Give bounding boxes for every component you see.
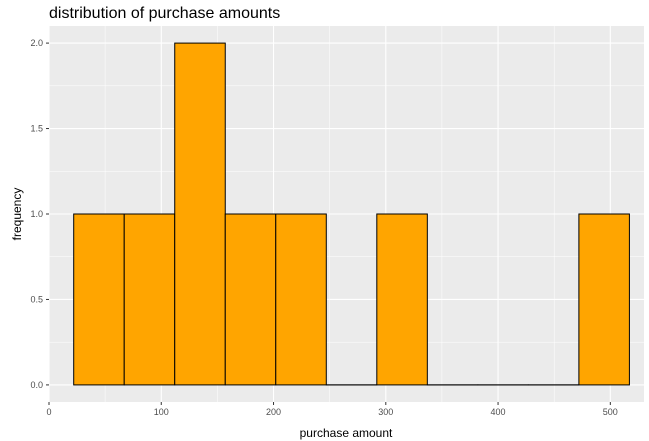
histogram-bar [376, 213, 428, 386]
chart-title: distribution of purchase amounts [49, 5, 280, 22]
x-tick-label: 200 [266, 407, 281, 417]
y-tick-label: 2.0 [30, 38, 43, 48]
y-tick-label: 0.5 [30, 294, 43, 304]
x-axis-title: purchase amount [300, 426, 393, 440]
x-tick-label: 500 [603, 407, 618, 417]
histogram-bar [73, 213, 125, 386]
y-tick-label: 0.0 [30, 380, 43, 390]
histogram-bar [123, 213, 176, 386]
x-tick-label: 100 [154, 407, 169, 417]
histogram-bar [224, 213, 277, 386]
histogram-bar [174, 42, 226, 386]
y-axis-title: frequency [10, 188, 24, 241]
y-tick-label: 1.0 [30, 209, 43, 219]
x-tick-label: 0 [46, 407, 51, 417]
histogram-bars [73, 42, 630, 386]
x-tick-label: 400 [491, 407, 506, 417]
histogram-bar [275, 213, 327, 386]
y-tick-label: 1.5 [30, 124, 43, 134]
histogram-bar [578, 213, 630, 386]
x-tick-label: 300 [378, 407, 393, 417]
x-axis-ticks: 0 100 200 300 400 500 [46, 402, 618, 417]
y-axis-ticks: 0.0 0.5 1.0 1.5 2.0 [30, 38, 49, 390]
